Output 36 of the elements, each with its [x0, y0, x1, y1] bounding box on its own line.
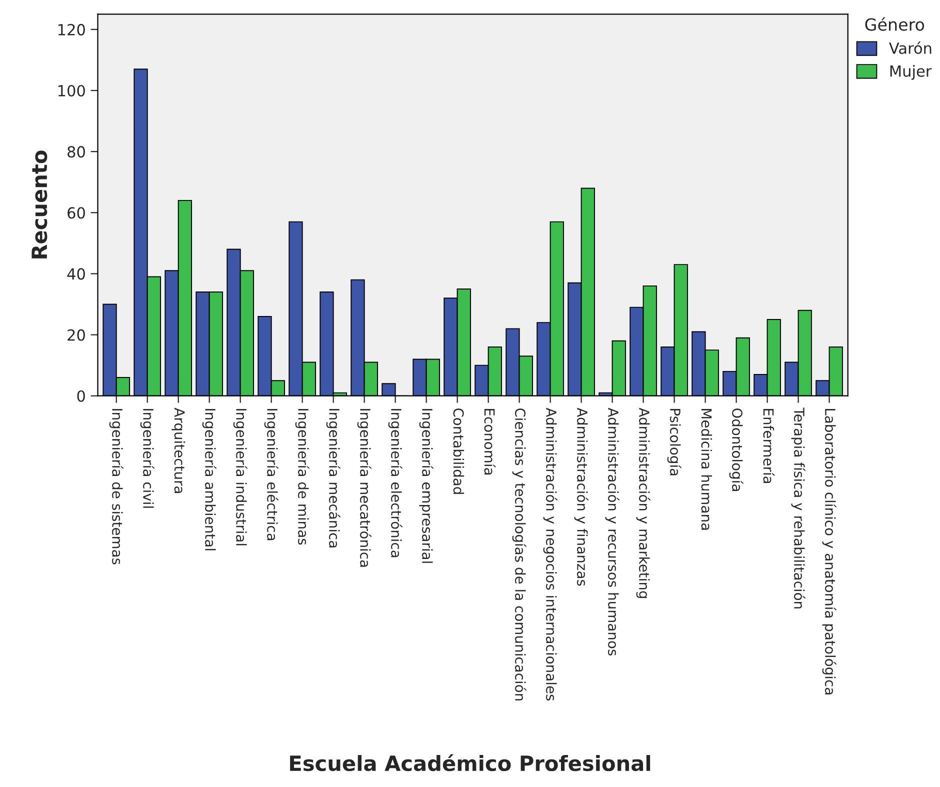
y-tick-label: 40: [67, 268, 85, 280]
y-tick-label: 0: [77, 390, 85, 402]
x-tick-label: Medicina humana: [701, 409, 712, 530]
y-axis-title: Recuento: [32, 150, 48, 258]
x-axis-title: Escuela Académico Profesional: [290, 754, 650, 772]
y-tick-label: 60: [68, 207, 85, 219]
x-tick-label: Contabilidad: [453, 408, 464, 494]
x-tick-label: Ciencias y tecnologías de la comunicación: [512, 408, 526, 700]
x-tick-label: Ingeniería industrial: [233, 409, 248, 546]
x-tick-label: Ingeniería mecánica: [326, 409, 340, 548]
y-tick-label: 80: [68, 146, 85, 158]
legend-title: Género: [865, 17, 924, 31]
x-tick-label: Terapia física y rehabilitación: [791, 408, 806, 608]
x-tick-label: Laboratorio clínico y anatomía patológica: [822, 409, 836, 694]
x-tick-label: Enfermería: [763, 409, 775, 484]
x-tick-label: Ingeniería empresarial: [419, 409, 434, 563]
x-tick-label: Administración y recursos humanos: [605, 408, 620, 656]
x-tick-label: Ingeniería mecatrónica: [357, 409, 372, 567]
legend-label: Mujer: [890, 65, 932, 80]
x-tick-label: Ingeniería ambiental: [202, 409, 216, 550]
x-tick-label: Psicología: [667, 409, 682, 476]
x-tick-label: Arquitectura: [172, 408, 186, 493]
x-tick-label: Administración y marketing: [636, 408, 650, 598]
x-tick-label: Economía: [484, 409, 496, 475]
x-tick-label: Ingeniería de minas: [295, 409, 310, 545]
x-tick-label: Administración y finanzas: [574, 408, 588, 586]
x-tick-label: Administración y negocios internacionales: [543, 408, 558, 701]
y-tick-label: 120: [58, 24, 85, 36]
legend-label: Varón: [889, 42, 932, 54]
x-tick-label: Ingeniería de sistemas: [109, 409, 124, 564]
y-tick-label: 20: [68, 329, 85, 341]
x-tick-label: Ingeniería electrónica: [388, 409, 402, 558]
y-tick-label: 100: [58, 84, 85, 97]
x-tick-label: Ingeniería civil: [140, 409, 154, 508]
x-tick-label: Odontología: [729, 408, 744, 491]
x-tick-label: Ingeniería eléctrica: [264, 409, 278, 540]
